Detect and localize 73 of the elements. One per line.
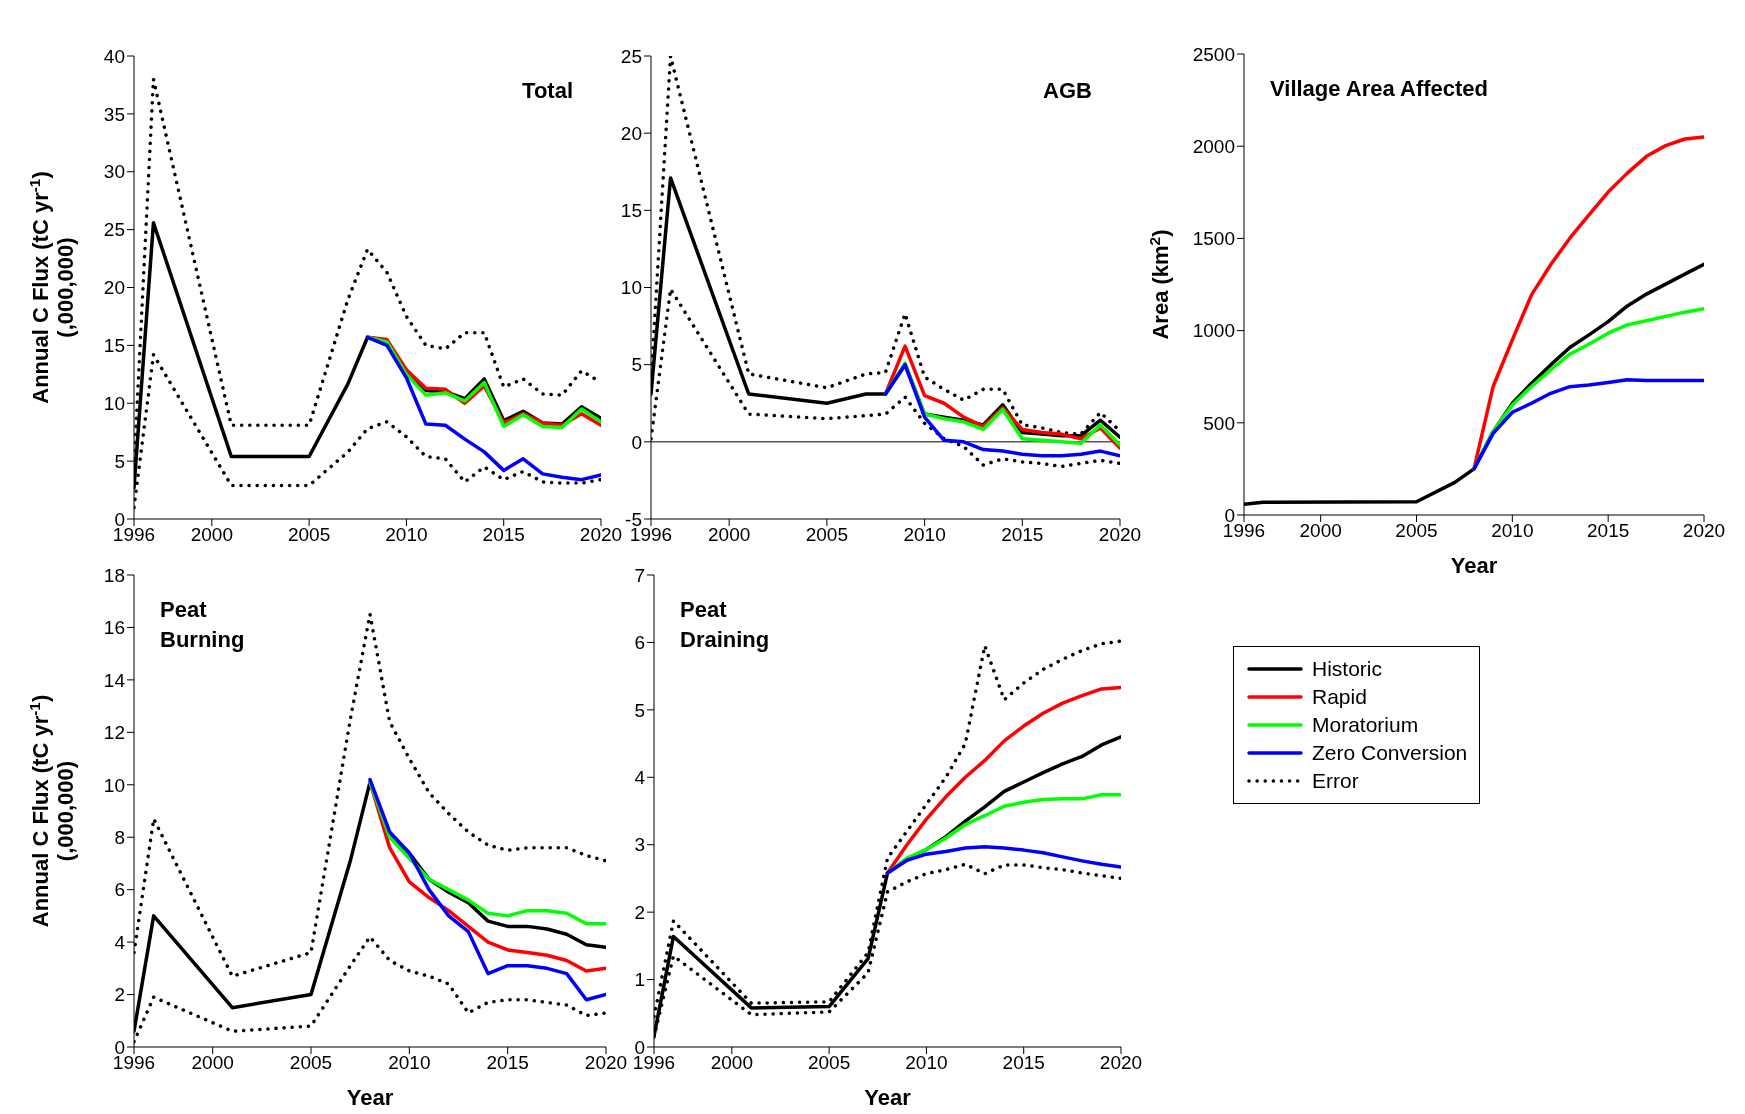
y-tick-label: 2: [634, 901, 645, 923]
y-tick-label: 40: [103, 45, 125, 67]
y-tick-label: 14: [103, 669, 126, 691]
y-tick-label: 20: [620, 122, 642, 144]
x-tick-label: 2010: [1491, 520, 1534, 542]
y-tick-label: 10: [620, 277, 642, 299]
y-tick-label: 10: [103, 392, 125, 414]
x-tick-label: 2015: [1587, 520, 1630, 542]
y-tick-label: 18: [103, 564, 125, 586]
x-tick-label: 2005: [287, 524, 331, 546]
legend-label: Moratorium: [1312, 713, 1419, 737]
y-tick-label: 3: [634, 834, 645, 856]
x-tick-label: 2015: [1001, 524, 1044, 546]
y-tick-label: 5: [631, 354, 642, 376]
x-tick-label: 2000: [1299, 520, 1342, 542]
y-tick-label: 35: [103, 103, 125, 125]
legend-label: Zero Conversion: [1312, 741, 1468, 765]
x-axis-title: Year: [346, 1085, 394, 1110]
y-tick-label: 25: [620, 45, 642, 67]
x-tick-label: 2000: [710, 1052, 753, 1074]
y-tick-label: 2: [114, 984, 125, 1006]
y-tick-label: 16: [103, 617, 125, 639]
text: AGB: [1043, 78, 1092, 103]
y-tick-label: 6: [634, 632, 645, 654]
y-tick-label: 15: [103, 335, 125, 357]
y-tick-label: 4: [114, 931, 126, 953]
y-tick-label: 0: [631, 431, 642, 453]
y-tick-label: 12: [103, 722, 125, 744]
y-tick-label: 5: [114, 450, 125, 472]
y-tick-label: 5: [634, 699, 645, 721]
y-tick-label: 30: [103, 161, 125, 183]
legend-label: Error: [1312, 769, 1359, 793]
x-axis-title: Year: [1450, 553, 1498, 578]
text: Peat Draining: [680, 597, 770, 652]
y-tick-label: 1: [634, 969, 645, 991]
y-tick-label: 6: [114, 879, 125, 901]
x-tick-label: 2020: [1099, 1052, 1143, 1074]
x-tick-label: 2020: [579, 524, 623, 546]
legend-label: Historic: [1312, 657, 1383, 681]
legend-label: Rapid: [1312, 685, 1367, 709]
x-tick-label: 2020: [584, 1052, 628, 1074]
x-tick-label: 2020: [1098, 524, 1142, 546]
y-tick-label: 1000: [1192, 320, 1235, 342]
text: Village Area Affected: [1270, 76, 1489, 101]
x-tick-label: 2015: [482, 524, 525, 546]
y-tick-label: 8: [114, 826, 125, 848]
x-tick-label: 2010: [388, 1052, 431, 1074]
x-tick-label: 2020: [1682, 520, 1726, 542]
y-tick-label: 7: [634, 564, 645, 586]
x-tick-label: 2015: [486, 1052, 529, 1074]
x-axis-title: Year: [864, 1085, 912, 1110]
x-tick-label: 2005: [807, 1052, 851, 1074]
x-tick-label: 2005: [805, 524, 849, 546]
y-tick-label: 2500: [1192, 43, 1235, 65]
text: Total: [522, 78, 573, 103]
text: Peat Burning: [160, 597, 245, 652]
x-tick-label: 2010: [903, 524, 946, 546]
x-tick-label: 2000: [191, 1052, 234, 1074]
x-tick-label: 2010: [385, 524, 428, 546]
y-tick-label: 25: [103, 219, 125, 241]
x-tick-label: 2015: [1002, 1052, 1045, 1074]
x-tick-label: 2000: [190, 524, 233, 546]
y-tick-label: 500: [1203, 412, 1235, 434]
y-tick-label: 20: [103, 277, 125, 299]
x-tick-label: 2005: [289, 1052, 333, 1074]
y-tick-label: 15: [620, 200, 642, 222]
x-tick-label: 2005: [1395, 520, 1438, 542]
x-tick-label: 2000: [708, 524, 751, 546]
y-tick-label: 1500: [1192, 228, 1235, 250]
x-tick-label: 2010: [905, 1052, 948, 1074]
y-tick-label: 4: [634, 767, 646, 789]
y-tick-label: 10: [103, 774, 125, 796]
y-tick-label: 2000: [1192, 135, 1235, 157]
